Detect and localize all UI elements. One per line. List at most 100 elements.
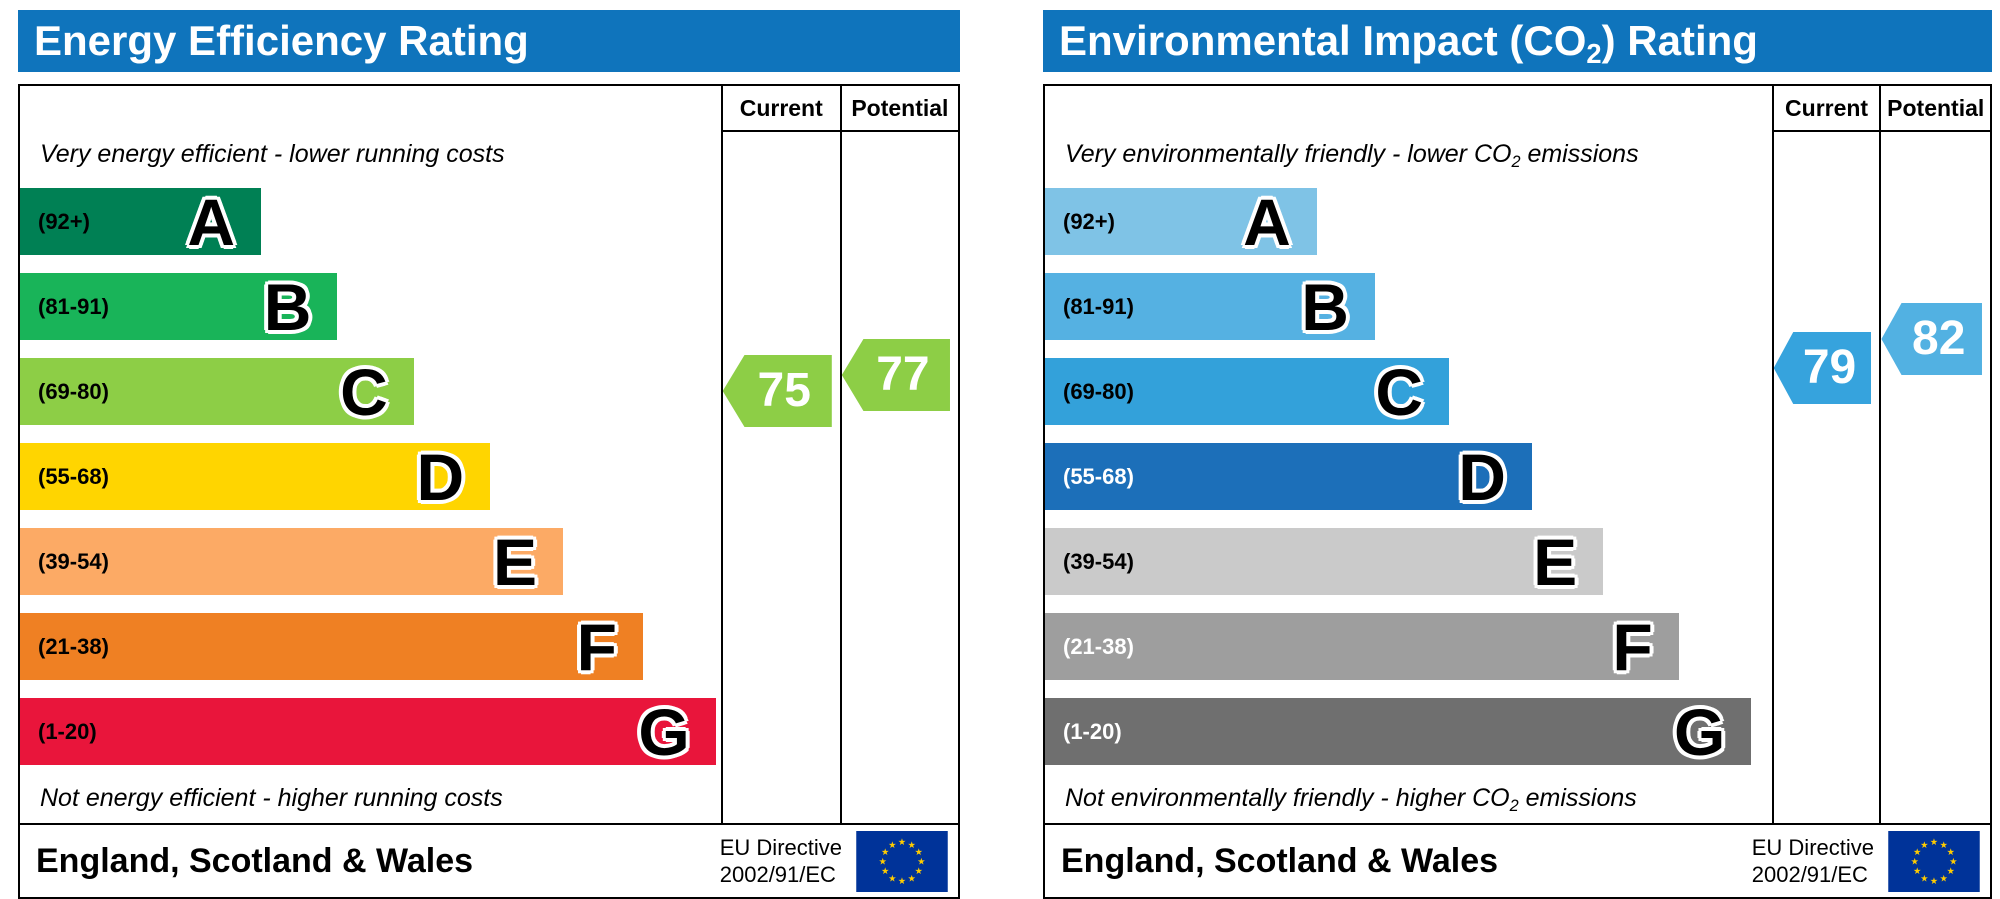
band-letter: G (638, 694, 690, 769)
svg-text:★: ★ (1913, 847, 1921, 857)
band-range-label: (21-38) (1063, 633, 1134, 659)
svg-text:★: ★ (908, 840, 916, 850)
chart-title: Energy Efficiency Rating (34, 17, 529, 64)
svg-text:★: ★ (1947, 867, 1955, 877)
svg-text:★: ★ (888, 840, 896, 850)
band-row-a: (92+) A (20, 184, 262, 259)
band-scale: Very environmentally friendly - lower CO… (1045, 86, 1772, 823)
current-rating-arrow: 79 (1773, 332, 1872, 404)
band-row-g: (1-20) G (20, 698, 716, 765)
svg-text:★: ★ (915, 867, 923, 877)
energy-efficiency-chart: Energy Efficiency Rating Very energy eff… (18, 10, 960, 899)
bottom-note: Not energy efficient - higher running co… (40, 784, 503, 812)
current-column: Current 75 (720, 86, 840, 823)
potential-rating-arrow: 82 (1881, 303, 1982, 375)
band-letter: C (340, 354, 388, 429)
svg-text:★: ★ (879, 857, 887, 867)
band-range-label: (39-54) (1063, 548, 1134, 574)
band-letter: A (187, 184, 236, 259)
potential-column-body: 82 (1881, 132, 1990, 823)
current-column-header: Current (722, 86, 840, 132)
band-row-f: (21-38) F (20, 613, 643, 680)
band-row-f: (21-38) F (1045, 613, 1679, 680)
band-range-label: (92+) (1063, 208, 1115, 234)
potential-rating-arrow: 77 (841, 339, 950, 411)
chart-title-bar: Energy Efficiency Rating (18, 10, 960, 72)
band-row-e: (39-54) E (20, 528, 564, 595)
svg-text:★: ★ (898, 876, 906, 886)
svg-text:★: ★ (881, 867, 889, 877)
eu-flag-icon: ★ ★★ ★★★ ★★★ ★★★ (856, 830, 948, 892)
band-letter: D (416, 439, 465, 514)
chart-title-bar: Environmental Impact (CO2) Rating (1043, 10, 1992, 72)
svg-text:★: ★ (1930, 838, 1938, 848)
band-row-d: (55-68) D (1045, 443, 1532, 510)
footer: England, Scotland & Wales EU Directive 2… (1045, 823, 1990, 897)
top-note: Very environmentally friendly - lower CO… (1065, 140, 1639, 171)
potential-column-header: Potential (1881, 86, 1990, 132)
band-row-d: (55-68) D (20, 439, 491, 514)
band-letter: B (263, 269, 312, 344)
svg-text:★: ★ (888, 874, 896, 884)
chart-title: Environmental Impact (CO2) Rating (1059, 17, 1758, 69)
current-column-header: Current (1773, 86, 1880, 132)
band-scale: Very energy efficient - lower running co… (20, 86, 721, 823)
svg-text:★: ★ (1913, 867, 1921, 877)
epc-table: Very environmentally friendly - lower CO… (1043, 84, 1992, 899)
band-range-label: (81-91) (1063, 293, 1134, 319)
svg-text:★: ★ (1947, 847, 1955, 857)
band-letter: F (1612, 609, 1653, 684)
bottom-note: Not environmentally friendly - higher CO… (1065, 784, 1637, 815)
epc-table-body: Very environmentally friendly - lower CO… (1045, 86, 1990, 823)
footer: England, Scotland & Wales EU Directive 2… (20, 823, 958, 897)
band-range-label: (1-20) (38, 718, 97, 744)
svg-text:★: ★ (1920, 840, 1928, 850)
svg-text:★: ★ (1930, 876, 1938, 886)
svg-text:★: ★ (1940, 874, 1948, 884)
band-letter: F (576, 609, 617, 684)
band-range-label: (55-68) (1063, 463, 1134, 489)
band-range-label: (1-20) (1063, 718, 1122, 744)
band-range-label: (92+) (38, 208, 90, 234)
current-column-body: 79 (1773, 132, 1880, 823)
top-note: Very energy efficient - lower running co… (40, 140, 505, 168)
band-row-c: (69-80) C (20, 358, 414, 425)
current-column-body: 75 (722, 132, 840, 823)
eu-flag-icon: ★ ★★ ★★★ ★★★ ★★★ (1888, 830, 1980, 892)
svg-text:★: ★ (1920, 874, 1928, 884)
svg-text:★: ★ (1940, 840, 1948, 850)
svg-text:★: ★ (1911, 857, 1919, 867)
band-row-b: (81-91) B (1045, 273, 1375, 340)
band-letter: D (1458, 439, 1506, 514)
epc-table: Very energy efficient - lower running co… (18, 84, 960, 899)
band-row-c: (69-80) C (1045, 354, 1450, 429)
band-letter: B (1301, 269, 1349, 344)
environmental-impact-chart: Environmental Impact (CO2) Rating Very e… (1043, 10, 1992, 899)
potential-column: Potential 82 (1879, 86, 1990, 823)
region-label: England, Scotland & Wales (36, 841, 474, 880)
band-range-label: (21-38) (38, 633, 109, 659)
potential-column-body: 77 (841, 132, 958, 823)
current-column: Current 79 (1771, 86, 1880, 823)
svg-text:★: ★ (1949, 857, 1957, 867)
band-letter: G (1674, 694, 1726, 769)
svg-text:★: ★ (898, 838, 906, 848)
band-row-e: (39-54) E (1045, 524, 1604, 599)
band-letter: E (1533, 524, 1578, 599)
svg-text:★: ★ (915, 847, 923, 857)
epc-table-body: Very energy efficient - lower running co… (20, 86, 958, 823)
eu-directive-label: EU Directive 2002/91/EC (1751, 835, 1874, 887)
potential-column-header: Potential (841, 86, 958, 132)
current-rating-arrow: 75 (722, 355, 832, 427)
band-range-label: (39-54) (38, 548, 109, 574)
svg-text:★: ★ (908, 874, 916, 884)
band-range-label: (69-80) (38, 378, 109, 404)
svg-text:★: ★ (917, 857, 925, 867)
region-label: England, Scotland & Wales (1061, 841, 1499, 880)
band-range-label: (81-91) (38, 293, 109, 319)
band-range-label: (69-80) (1063, 378, 1134, 404)
band-letter: C (1375, 354, 1424, 429)
band-row-b: (81-91) B (20, 269, 338, 344)
svg-text:★: ★ (881, 847, 889, 857)
band-row-a: (92+) A (1045, 188, 1317, 255)
